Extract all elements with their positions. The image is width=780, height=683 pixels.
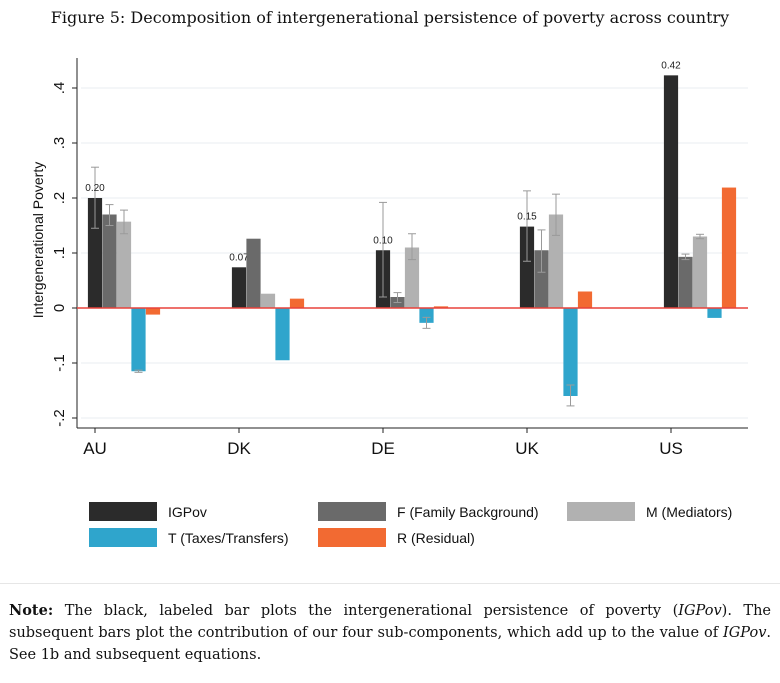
y-tick-label: 0: [51, 304, 68, 312]
bar-uk-s4: [577, 291, 593, 308]
figure-note: Note: The black, labeled bar plots the i…: [9, 600, 771, 666]
y-tick-label: .4: [51, 82, 68, 95]
legend-swatch-1: [318, 502, 386, 521]
legend-label-2: M (Mediators): [646, 504, 732, 520]
y-tick-label: .1: [51, 247, 68, 260]
bar-dk-s4: [289, 298, 305, 308]
legend-label-4: R (Residual): [397, 530, 475, 546]
bar-au-s1: [102, 214, 117, 308]
note-text-1: The black, labeled bar plots the interge…: [53, 603, 679, 619]
legend-label-3: T (Taxes/Transfers): [168, 530, 289, 546]
bar-de-s3: [419, 308, 434, 323]
y-tick-label: -.1: [51, 354, 68, 372]
bar-us-s0: [663, 75, 679, 308]
y-tick-label: -.2: [51, 409, 68, 427]
x-tick-label-dk: DK: [227, 439, 251, 458]
legend-swatch-2: [567, 502, 635, 521]
legend-label-1: F (Family Background): [397, 504, 539, 520]
bar-us-s3: [707, 308, 722, 318]
y-tick-label: .3: [51, 137, 68, 150]
legend-label-0: IGPov: [168, 504, 207, 520]
bar-au-s2: [116, 221, 132, 308]
x-tick-label-uk: UK: [515, 439, 539, 458]
bar-de-s2: [404, 247, 420, 308]
bar-uk-s3: [563, 308, 578, 396]
note-label: Note:: [9, 602, 54, 619]
data-label-uk: 0.15: [517, 212, 537, 223]
x-tick-label-de: DE: [371, 439, 395, 458]
data-label-au: 0.20: [85, 183, 105, 194]
bar-uk-s2: [548, 214, 564, 308]
y-axis-title: Intergenerational Poverty: [30, 162, 46, 318]
bar-au-s0: [87, 198, 103, 308]
note-igpov-1: IGPov: [678, 603, 722, 619]
bar-chart: -.2 -.1 0 .1 .2 .3 .4 Intergenerational Poverty…: [30, 58, 748, 547]
legend-swatch-0: [89, 502, 157, 521]
note-igpov-2: IGPov: [722, 625, 767, 641]
bar-de-s4: [433, 306, 449, 308]
legend-swatch-3: [89, 528, 157, 547]
figure-title: Figure 5: Decomposition of intergenerati…: [50, 8, 730, 27]
x-tick-label-au: AU: [83, 439, 107, 458]
data-label-de: 0.10: [373, 235, 393, 246]
data-label-us: 0.42: [661, 60, 681, 71]
y-tick-label: .2: [51, 192, 68, 205]
bar-dk-s3: [275, 308, 290, 361]
bar-dk-s2: [260, 293, 276, 308]
bar-us-s1: [678, 256, 693, 308]
bar-dk-s0: [231, 267, 247, 308]
bar-au-s3: [131, 308, 146, 372]
bar-us-s2: [692, 236, 708, 308]
legend-swatch-4: [318, 528, 386, 547]
bar-au-s4: [145, 308, 161, 315]
bar-uk-s1: [534, 250, 549, 308]
bar-dk-s1: [246, 238, 261, 308]
note-text-3: . See 1b and subsequent equations.: [9, 625, 771, 663]
bar-uk-s0: [519, 226, 535, 308]
x-tick-label-us: US: [659, 439, 683, 458]
note-text-2: ). The subsequent bars plot the contribu…: [9, 603, 772, 641]
data-label-dk: 0.07: [229, 252, 249, 263]
separator: [0, 583, 780, 584]
bar-us-s4: [721, 187, 737, 308]
